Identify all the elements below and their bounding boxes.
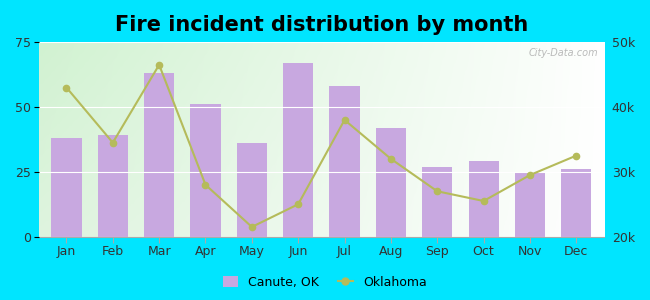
Bar [330,86,359,237]
Text: City-Data.com: City-Data.com [529,48,599,58]
Bar [237,143,267,237]
Bar [561,169,592,237]
Bar [51,138,81,237]
Bar [144,73,174,237]
Bar [376,128,406,237]
Legend: Canute, OK, Oklahoma: Canute, OK, Oklahoma [218,271,432,294]
Bar [190,104,220,237]
Bar [469,161,499,237]
Bar [422,167,452,237]
Title: Fire incident distribution by month: Fire incident distribution by month [115,15,528,35]
Bar [283,63,313,237]
Bar [515,172,545,237]
Bar [98,136,128,237]
